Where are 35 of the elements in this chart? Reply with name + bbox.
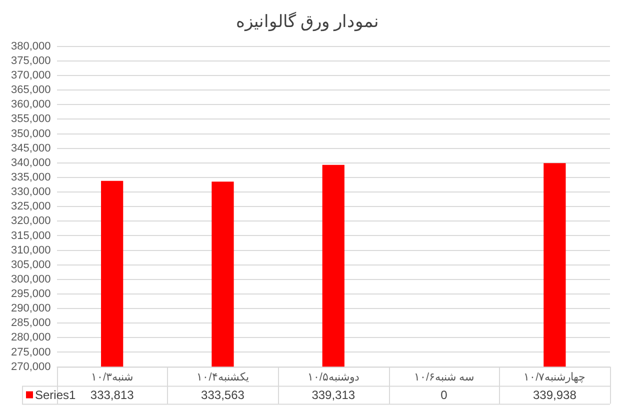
x-tick-label: یکشنبه۱۰/۴ xyxy=(196,371,249,384)
y-tick-label: 310,000 xyxy=(10,244,51,256)
y-tick-label: 370,000 xyxy=(10,70,51,82)
text: 0 xyxy=(440,388,448,402)
y-tick-label: 340,000 xyxy=(10,156,51,169)
y-tick-label: 300,000 xyxy=(10,273,51,286)
y-tick-label: 315,000 xyxy=(10,230,51,242)
y-tick-label: 325,000 xyxy=(10,200,51,213)
data-label: 333,813 xyxy=(90,388,134,402)
y-tick-label: 275,000 xyxy=(10,346,51,358)
x-tick-label: چهارشنبه۱۰/۷ xyxy=(524,371,586,384)
y-tick-label: 375,000 xyxy=(10,54,51,67)
y-tick-label: 335,000 xyxy=(10,172,51,184)
x-tick-label: شنبه۱۰/۳ xyxy=(91,371,134,384)
data-label: 333,563 xyxy=(201,388,245,402)
y-tick-label: 320,000 xyxy=(10,215,51,228)
y-tick-label: 350,000 xyxy=(10,128,51,140)
y-tick-label: 305,000 xyxy=(10,258,51,271)
legend-label: Series1 xyxy=(35,388,76,402)
data-label: 339,313 xyxy=(312,388,356,402)
y-tick-label: 380,000 xyxy=(10,40,51,52)
data-label: 339,938 xyxy=(532,388,577,402)
y-tick-label: 345,000 xyxy=(10,142,51,154)
chart-title: نمودار ورق گالوانیزه xyxy=(236,10,380,32)
y-tick-label: 355,000 xyxy=(10,113,51,126)
x-tick-label: دوشنبه۱۰/۵ xyxy=(307,371,360,384)
y-tick-label: 290,000 xyxy=(10,302,51,315)
y-tick-label: 365,000 xyxy=(10,84,51,96)
y-tick-label: 270,000 xyxy=(10,360,51,373)
x-tick-label: سه شنبه۱۰/۶ xyxy=(414,371,474,384)
y-tick-label: 330,000 xyxy=(10,186,51,198)
y-tick-label: 295,000 xyxy=(10,288,51,300)
y-tick-label: 285,000 xyxy=(10,317,51,330)
y-tick-label: 280,000 xyxy=(10,332,51,344)
y-tick-label: 360,000 xyxy=(10,98,51,111)
